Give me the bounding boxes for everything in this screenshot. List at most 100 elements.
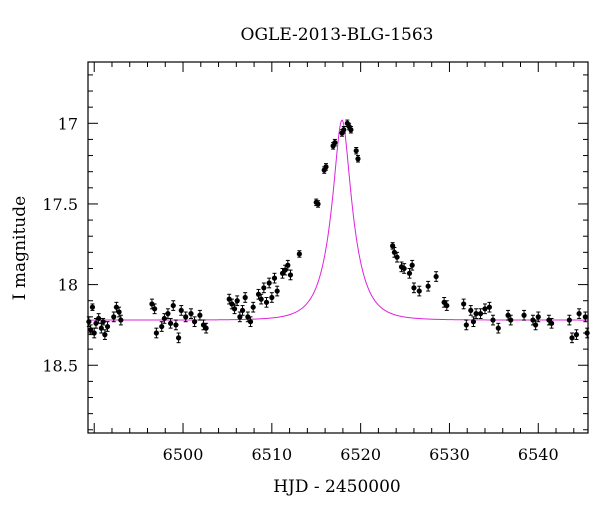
- data-marker: [470, 319, 477, 325]
- data-marker: [468, 307, 474, 314]
- data-marker: [353, 148, 359, 154]
- data-point: [425, 280, 431, 292]
- data-point: [255, 288, 262, 300]
- data-point: [269, 292, 275, 303]
- data-point: [409, 259, 415, 271]
- data-marker: [242, 294, 248, 301]
- data-marker: [178, 307, 184, 314]
- data-point: [271, 272, 278, 284]
- data-point: [178, 305, 184, 316]
- data-marker: [461, 301, 467, 307]
- y-axis-label: I magnitude: [10, 196, 30, 300]
- data-marker: [444, 302, 450, 309]
- data-marker: [490, 317, 496, 323]
- data-point: [490, 314, 496, 326]
- data-marker: [229, 301, 235, 307]
- data-marker: [247, 319, 254, 325]
- observations: [86, 119, 590, 344]
- chart-title: OGLE-2013-BLG-1563: [241, 25, 434, 45]
- data-marker: [411, 285, 417, 291]
- data-point: [170, 300, 176, 311]
- data-marker: [521, 312, 527, 318]
- data-point: [250, 301, 256, 313]
- data-point: [116, 306, 122, 318]
- data-marker: [149, 301, 155, 307]
- data-point: [118, 314, 124, 326]
- data-point: [285, 259, 291, 271]
- data-marker: [341, 127, 347, 133]
- data-marker: [582, 314, 588, 320]
- data-point: [88, 324, 94, 336]
- data-marker: [89, 304, 96, 310]
- data-point: [274, 285, 280, 297]
- data-point: [486, 301, 493, 313]
- data-point: [548, 317, 555, 329]
- axis-ticks: [88, 62, 588, 433]
- data-marker: [548, 320, 555, 326]
- data-point: [533, 319, 539, 331]
- data-point: [535, 311, 541, 323]
- data-marker: [573, 332, 580, 338]
- data-marker: [188, 311, 194, 317]
- data-point: [226, 293, 232, 305]
- data-marker: [409, 262, 415, 268]
- data-point: [263, 297, 270, 308]
- data-marker: [505, 312, 511, 318]
- data-marker: [535, 314, 541, 320]
- data-point: [296, 250, 302, 258]
- data-marker: [482, 306, 488, 312]
- data-marker: [282, 267, 288, 273]
- data-point: [332, 138, 338, 147]
- data-marker: [569, 335, 575, 341]
- data-marker: [271, 275, 278, 281]
- data-point: [444, 300, 450, 311]
- data-point: [584, 327, 590, 339]
- data-point: [582, 311, 588, 323]
- y-tick-label: 17: [58, 114, 78, 133]
- data-marker: [161, 315, 167, 322]
- data-point: [89, 303, 96, 311]
- data-marker: [266, 280, 272, 286]
- data-point: [394, 251, 400, 263]
- tick-labels: 6500 6510 6520 6530 6540 17 17.5 18 18.5: [42, 114, 558, 464]
- data-point: [229, 298, 235, 310]
- data-point: [261, 282, 267, 294]
- data-point: [247, 316, 254, 328]
- data-point: [111, 311, 117, 323]
- data-point: [242, 292, 248, 303]
- data-marker: [111, 314, 117, 320]
- x-tick-label: 6510: [251, 445, 292, 464]
- data-point: [477, 308, 484, 319]
- data-marker: [332, 140, 338, 146]
- data-point: [348, 126, 354, 134]
- data-marker: [263, 299, 270, 305]
- data-marker: [401, 265, 407, 272]
- data-marker: [250, 304, 256, 310]
- data-marker: [98, 325, 104, 331]
- data-marker: [245, 314, 251, 320]
- data-marker: [93, 320, 99, 326]
- data-marker: [433, 273, 439, 280]
- data-marker: [287, 272, 294, 278]
- data-marker: [261, 285, 267, 291]
- data-point: [401, 263, 407, 274]
- data-marker: [473, 311, 479, 317]
- data-marker: [104, 323, 111, 330]
- y-tick-label: 18: [58, 276, 78, 295]
- data-point: [203, 322, 209, 334]
- data-point: [482, 303, 488, 315]
- plot-frame: [87, 61, 589, 434]
- data-point: [152, 303, 158, 315]
- data-point: [461, 298, 467, 310]
- data-point: [153, 327, 159, 339]
- data-point: [505, 309, 511, 321]
- x-axis-label: HJD - 2450000: [273, 477, 401, 497]
- data-marker: [274, 288, 280, 294]
- data-point: [391, 247, 397, 258]
- data-point: [167, 317, 174, 329]
- data-marker: [477, 311, 484, 317]
- data-point: [93, 317, 99, 329]
- y-tick-label: 17.5: [42, 195, 78, 214]
- data-point: [468, 305, 474, 316]
